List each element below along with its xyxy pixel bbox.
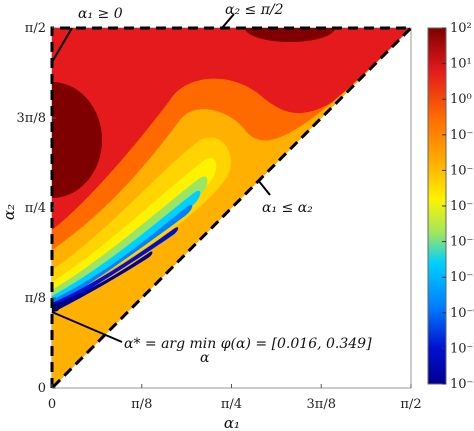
annotation-minimum-subscript: α bbox=[200, 350, 210, 366]
annotation-minimum: α* = arg min φ(α) = [0.016, 0.349] bbox=[124, 336, 372, 352]
colorbar-tick-label: 10⁻⁸ bbox=[450, 377, 474, 392]
y-tick-label: π/4 bbox=[25, 201, 46, 216]
y-axis-ticks: 0 π/8 π/4 3π/8 π/2 bbox=[17, 21, 56, 396]
x-axis-label: α₁ bbox=[224, 414, 240, 431]
colorbar-tick-label: 10⁻⁵ bbox=[450, 270, 474, 285]
colorbar-tick-label: 10² bbox=[450, 21, 472, 36]
colorbar-tick-label: 10⁻² bbox=[450, 163, 474, 178]
x-tick-label: 3π/8 bbox=[307, 397, 336, 412]
colorbar-tick-label: 10⁻⁶ bbox=[450, 306, 474, 321]
y-tick-label: 3π/8 bbox=[17, 111, 46, 126]
leader-alpha2-upper bbox=[221, 13, 235, 29]
annotation-alpha1-le-alpha2: α₁ ≤ α₂ bbox=[262, 200, 313, 216]
x-tick-label: π/8 bbox=[131, 397, 152, 412]
y-axis-label: α₂ bbox=[0, 204, 18, 220]
colorbar-tick-label: 10¹ bbox=[450, 57, 472, 72]
colorbar-tick-label: 10⁻¹ bbox=[450, 128, 474, 143]
leader-minimum bbox=[51, 311, 123, 343]
x-axis-ticks: 0 π/8 π/4 3π/8 π/2 bbox=[48, 384, 422, 412]
colorbar-tick-label: 10⁻⁴ bbox=[450, 235, 474, 250]
minimum-marker bbox=[52, 304, 60, 312]
colorbar-tick-label: 10⁻³ bbox=[450, 199, 474, 214]
x-tick-label: π/4 bbox=[221, 397, 242, 412]
colorbar-tick-label: 10⁰ bbox=[450, 92, 472, 107]
y-tick-label: 0 bbox=[38, 381, 46, 396]
x-tick-label: 0 bbox=[48, 397, 56, 412]
colorbar-ticks: 10² 10¹ 10⁰ 10⁻¹ 10⁻² 10⁻³ 10⁻⁴ 10⁻⁵ 10⁻⁶ 10⁻⁷ 10⁻… bbox=[442, 21, 474, 392]
y-tick-label: π/8 bbox=[25, 291, 46, 306]
y-tick-label: π/2 bbox=[25, 21, 46, 36]
leader-alpha1-le-alpha2 bbox=[257, 179, 271, 196]
colorbar-tick-label: 10⁻⁷ bbox=[450, 341, 474, 356]
leader-alpha1-nonneg bbox=[51, 27, 73, 63]
annotation-alpha2-upper: α₂ ≤ π/2 bbox=[225, 2, 284, 18]
x-tick-label: π/2 bbox=[400, 397, 421, 412]
annotation-alpha1-nonneg: α₁ ≥ 0 bbox=[78, 6, 123, 22]
